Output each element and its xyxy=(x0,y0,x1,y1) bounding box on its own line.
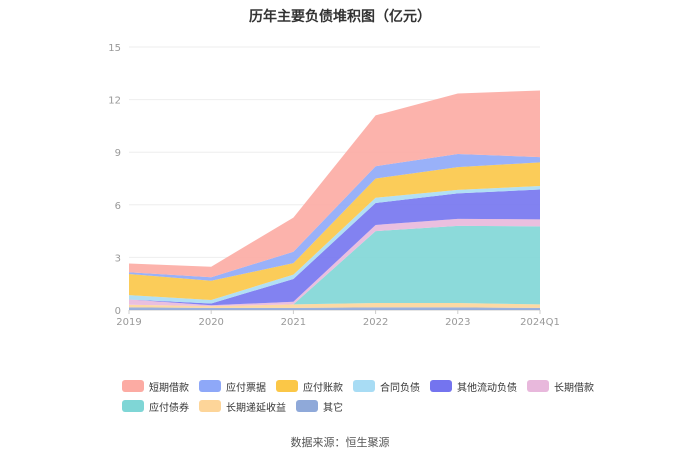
legend-item[interactable]: 短期借款 xyxy=(122,379,189,394)
legend-label: 应付票据 xyxy=(226,382,266,394)
x-tick-label: 2024Q1 xyxy=(520,317,560,328)
legend-item[interactable]: 合同负债 xyxy=(353,379,420,394)
area-series xyxy=(129,225,540,307)
y-tick-label: 0 xyxy=(115,306,121,317)
area-series xyxy=(129,90,540,278)
legend-row: 短期借款 应付票据 应付账款 合同负债 其他流动负债 长期借款 xyxy=(122,376,594,396)
x-tick-label: 2019 xyxy=(116,317,141,328)
legend-item[interactable]: 其它 xyxy=(296,399,343,414)
x-tick-label: 2021 xyxy=(281,317,306,328)
legend-swatch xyxy=(276,380,298,392)
y-tick-label: 15 xyxy=(108,43,121,54)
y-tick-label: 3 xyxy=(115,253,121,264)
y-tick-label: 9 xyxy=(115,148,121,159)
legend-label: 应付账款 xyxy=(303,382,343,394)
legend-swatch xyxy=(353,380,375,392)
x-tick-label: 2020 xyxy=(198,317,223,328)
legend-row: 应付债券 长期递延收益 其它 xyxy=(122,396,592,416)
legend-item[interactable]: 长期借款 xyxy=(527,379,594,394)
y-tick-label: 12 xyxy=(108,96,121,107)
legend-swatch xyxy=(199,400,221,412)
legend-item[interactable]: 应付债券 xyxy=(122,399,189,414)
legend-swatch xyxy=(199,380,221,392)
area-series xyxy=(129,162,540,301)
legend-label: 应付债券 xyxy=(149,402,189,414)
x-tick-label: 2022 xyxy=(363,317,388,328)
y-tick-label: 6 xyxy=(115,201,121,212)
legend-item[interactable]: 应付账款 xyxy=(276,379,343,394)
legend-label: 短期借款 xyxy=(149,382,189,394)
x-tick-label: 2023 xyxy=(445,317,470,328)
legend-swatch xyxy=(430,380,452,392)
legend-item[interactable]: 应付票据 xyxy=(199,379,266,394)
data-source: 数据来源：恒生聚源 xyxy=(290,436,390,449)
legend-swatch xyxy=(527,380,549,392)
legend-swatch xyxy=(122,380,144,392)
legend-label: 合同负债 xyxy=(380,382,420,394)
legend-label: 其它 xyxy=(323,402,343,414)
area-series xyxy=(129,153,540,281)
legend-item[interactable]: 长期递延收益 xyxy=(199,399,286,414)
legend-swatch xyxy=(296,400,318,412)
legend-label: 其他流动负债 xyxy=(457,382,517,394)
area-series xyxy=(129,189,540,306)
legend-swatch xyxy=(122,400,144,412)
legend: 短期借款 应付票据 应付账款 合同负债 其他流动负债 长期借款应付债券 长期递延收益 其它 xyxy=(122,376,594,416)
legend-label: 长期借款 xyxy=(554,382,594,394)
legend-label: 长期递延收益 xyxy=(226,402,286,414)
chart-title: 历年主要负债堆积图（亿元） xyxy=(249,9,431,25)
legend-item[interactable]: 其他流动负债 xyxy=(430,379,517,394)
area-series xyxy=(129,307,540,310)
area-series xyxy=(129,302,540,308)
